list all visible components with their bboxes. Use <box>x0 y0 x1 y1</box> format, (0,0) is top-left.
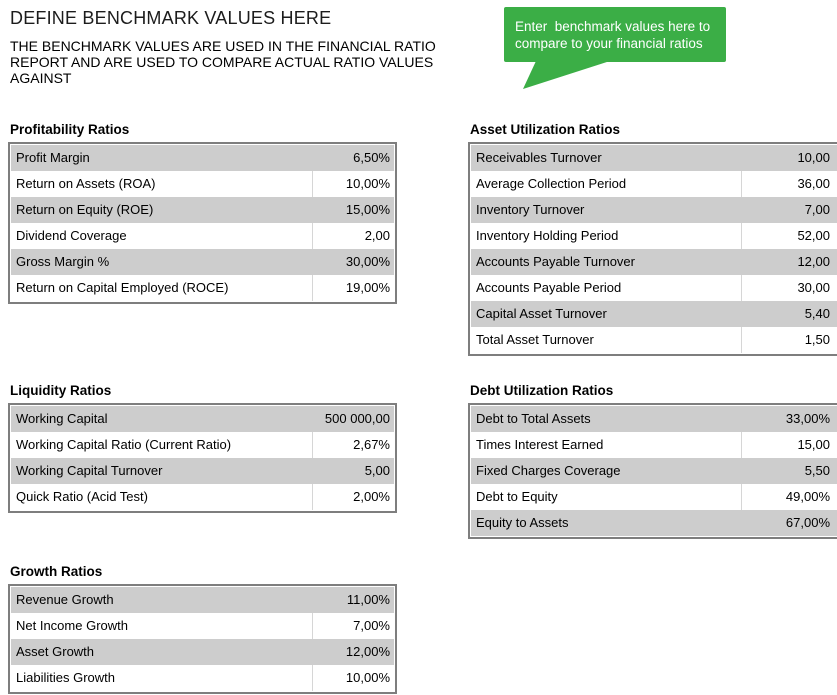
ratio-value-cell[interactable]: 7,00% <box>312 613 394 639</box>
ratio-label: Gross Margin % <box>16 254 110 269</box>
table-row: Receivables Turnover 10,00 <box>471 145 837 171</box>
table-row: Return on Equity (ROE) 15,00% <box>11 197 394 223</box>
ratio-value-cell[interactable]: 15,00% <box>345 202 390 217</box>
ratio-value-cell[interactable]: 5,00 <box>364 463 390 478</box>
ratio-label: Accounts Payable Period <box>476 280 622 295</box>
ratio-value-cell[interactable]: 10,00% <box>312 171 394 197</box>
ratio-label: Dividend Coverage <box>16 228 127 243</box>
ratio-label: Equity to Assets <box>476 515 569 530</box>
table-row: Average Collection Period 36,00 <box>471 171 837 197</box>
ratio-label: Return on Assets (ROA) <box>16 176 156 191</box>
table-row: Return on Capital Employed (ROCE) 19,00% <box>11 275 394 301</box>
ratio-value-cell[interactable]: 49,00% <box>741 484 837 510</box>
benchmark-callout-bubble: Enter benchmark values here to compare t… <box>504 7 726 62</box>
table-profitability-ratios: Profit Margin 6,50% Return on Assets (ROA)… <box>8 142 397 304</box>
ratio-value-cell[interactable]: 2,67% <box>312 432 394 458</box>
table-row: Quick Ratio (Acid Test) 2,00% <box>11 484 394 510</box>
ratio-value-cell[interactable]: 12,00 <box>797 254 830 269</box>
table-growth-ratios: Revenue Growth 11,00% Net Income Growth 7,0… <box>8 584 397 694</box>
table-row: Profit Margin 6,50% <box>11 145 394 171</box>
ratio-value-cell[interactable]: 12,00% <box>345 644 390 659</box>
table-row: Total Asset Turnover 1,50 <box>471 327 837 353</box>
table-debt-utilization-ratios: Debt to Total Assets 33,00% Times Interest… <box>468 403 837 539</box>
ratio-value-cell[interactable]: 5,50 <box>804 463 830 478</box>
table-row: Debt to Total Assets 33,00% <box>471 406 837 432</box>
table-liquidity-ratios: Working Capital 500 000,00 Working Capital… <box>8 403 397 513</box>
table-row: Inventory Turnover 7,00 <box>471 197 837 223</box>
table-row: Return on Assets (ROA) 10,00% <box>11 171 394 197</box>
ratio-label: Capital Asset Turnover <box>476 306 607 321</box>
ratio-label: Asset Growth <box>16 644 95 659</box>
table-row: Liabilities Growth 10,00% <box>11 665 394 691</box>
ratio-value-cell[interactable]: 15,00 <box>741 432 837 458</box>
section-title-liquidity: Liquidity Ratios <box>10 383 112 398</box>
table-row: Accounts Payable Turnover 12,00 <box>471 249 837 275</box>
ratio-label: Liabilities Growth <box>16 670 115 685</box>
ratio-value-cell[interactable]: 1,50 <box>741 327 837 353</box>
ratio-value-cell[interactable]: 2,00% <box>312 484 394 510</box>
table-row: Working Capital 500 000,00 <box>11 406 394 432</box>
table-row: Revenue Growth 11,00% <box>11 587 394 613</box>
ratio-label: Debt to Total Assets <box>476 411 591 426</box>
ratio-label: Quick Ratio (Acid Test) <box>16 489 148 504</box>
table-row: Working Capital Ratio (Current Ratio) 2,6… <box>11 432 394 458</box>
ratio-value-cell[interactable]: 10,00% <box>312 665 394 691</box>
ratio-value-cell[interactable]: 11,00% <box>346 592 390 607</box>
ratio-label: Working Capital Ratio (Current Ratio) <box>16 437 232 452</box>
table-row: Debt to Equity 49,00% <box>471 484 837 510</box>
ratio-value-cell[interactable]: 52,00 <box>741 223 837 249</box>
section-title-growth: Growth Ratios <box>10 564 103 579</box>
table-row: Fixed Charges Coverage 5,50 <box>471 458 837 484</box>
ratio-label: Debt to Equity <box>476 489 558 504</box>
table-row: Net Income Growth 7,00% <box>11 613 394 639</box>
ratio-label: Return on Capital Employed (ROCE) <box>16 280 229 295</box>
ratio-label: Total Asset Turnover <box>476 332 594 347</box>
ratio-value-cell[interactable]: 500 000,00 <box>324 411 390 426</box>
table-row: Times Interest Earned 15,00 <box>471 432 837 458</box>
ratio-label: Inventory Holding Period <box>476 228 619 243</box>
table-row: Capital Asset Turnover 5,40 <box>471 301 837 327</box>
ratio-value-cell[interactable]: 33,00% <box>785 411 830 426</box>
table-row: Accounts Payable Period 30,00 <box>471 275 837 301</box>
ratio-value-cell[interactable]: 2,00 <box>312 223 394 249</box>
ratio-label: Fixed Charges Coverage <box>476 463 621 478</box>
callout-tail <box>523 61 610 89</box>
section-title-profitability: Profitability Ratios <box>10 122 130 137</box>
ratio-label: Times Interest Earned <box>476 437 604 452</box>
page-title: DEFINE BENCHMARK VALUES HERE <box>10 8 332 28</box>
ratio-value-cell[interactable]: 36,00 <box>741 171 837 197</box>
table-row: Working Capital Turnover 5,00 <box>11 458 394 484</box>
ratio-value-cell[interactable]: 5,40 <box>804 306 830 321</box>
ratio-value-cell[interactable]: 7,00 <box>804 202 830 217</box>
ratio-value-cell[interactable]: 30,00 <box>741 275 837 301</box>
ratio-label: Profit Margin <box>16 150 90 165</box>
ratio-label: Receivables Turnover <box>476 150 602 165</box>
table-row: Equity to Assets 67,00% <box>471 510 837 536</box>
table-asset-utilization-ratios: Receivables Turnover 10,00 Average Collect… <box>468 142 837 356</box>
ratio-label: Average Collection Period <box>476 176 627 191</box>
table-row: Dividend Coverage 2,00 <box>11 223 394 249</box>
table-row: Inventory Holding Period 52,00 <box>471 223 837 249</box>
ratio-label: Revenue Growth <box>16 592 114 607</box>
ratio-label: Inventory Turnover <box>476 202 585 217</box>
page-subtitle: THE BENCHMARK VALUES ARE USED IN THE FIN… <box>10 38 436 86</box>
table-row: Asset Growth 12,00% <box>11 639 394 665</box>
ratio-value-cell[interactable]: 67,00% <box>785 515 830 530</box>
ratio-label: Return on Equity (ROE) <box>16 202 154 217</box>
ratio-value-cell[interactable]: 19,00% <box>312 275 394 301</box>
table-row: Gross Margin % 30,00% <box>11 249 394 275</box>
ratio-value-cell[interactable]: 30,00% <box>345 254 390 269</box>
ratio-label: Accounts Payable Turnover <box>476 254 635 269</box>
section-title-debt-utilization: Debt Utilization Ratios <box>470 383 614 398</box>
ratio-label: Working Capital <box>16 411 108 426</box>
ratio-value-cell[interactable]: 6,50% <box>353 150 390 165</box>
ratio-label: Working Capital Turnover <box>16 463 163 478</box>
ratio-label: Net Income Growth <box>16 618 128 633</box>
ratio-value-cell[interactable]: 10,00 <box>797 150 830 165</box>
section-title-asset-utilization: Asset Utilization Ratios <box>470 122 621 137</box>
